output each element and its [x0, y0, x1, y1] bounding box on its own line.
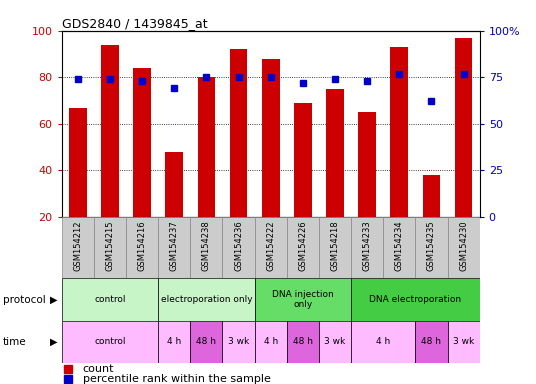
Text: GSM154238: GSM154238 [202, 220, 211, 271]
FancyBboxPatch shape [351, 321, 415, 363]
Text: GSM154236: GSM154236 [234, 220, 243, 271]
Bar [198, 77, 215, 217]
Text: electroporation only: electroporation only [161, 295, 252, 304]
Text: GDS2840 / 1439845_at: GDS2840 / 1439845_at [62, 17, 207, 30]
FancyBboxPatch shape [319, 217, 351, 278]
Text: GSM154230: GSM154230 [459, 220, 468, 271]
Text: GSM154218: GSM154218 [331, 220, 339, 271]
FancyBboxPatch shape [351, 217, 383, 278]
Text: control: control [94, 295, 125, 304]
Bar [230, 50, 248, 217]
Bar [294, 103, 311, 217]
Text: GSM154235: GSM154235 [427, 220, 436, 271]
FancyBboxPatch shape [415, 217, 448, 278]
FancyBboxPatch shape [190, 321, 222, 363]
Text: 4 h: 4 h [264, 337, 278, 346]
Text: protocol: protocol [3, 295, 46, 305]
Text: GSM154233: GSM154233 [363, 220, 371, 271]
FancyBboxPatch shape [62, 321, 158, 363]
FancyBboxPatch shape [190, 217, 222, 278]
Text: GSM154215: GSM154215 [106, 220, 114, 271]
FancyBboxPatch shape [255, 217, 287, 278]
Bar [326, 89, 344, 217]
FancyBboxPatch shape [255, 321, 287, 363]
FancyBboxPatch shape [448, 217, 480, 278]
Text: percentile rank within the sample: percentile rank within the sample [83, 374, 271, 384]
Bar [262, 59, 280, 217]
Bar [455, 38, 473, 217]
Text: 3 wk: 3 wk [324, 337, 346, 346]
FancyBboxPatch shape [287, 217, 319, 278]
Text: 48 h: 48 h [196, 337, 217, 346]
Text: DNA injection
only: DNA injection only [272, 290, 334, 309]
Text: 48 h: 48 h [421, 337, 442, 346]
FancyBboxPatch shape [383, 217, 415, 278]
Bar [359, 112, 376, 217]
Bar [165, 152, 183, 217]
FancyBboxPatch shape [448, 321, 480, 363]
Text: ▶: ▶ [50, 295, 57, 305]
FancyBboxPatch shape [222, 217, 255, 278]
FancyBboxPatch shape [62, 217, 94, 278]
Bar [101, 45, 119, 217]
Bar [133, 68, 151, 217]
Text: GSM154222: GSM154222 [266, 220, 275, 271]
Text: count: count [83, 364, 114, 374]
Text: 3 wk: 3 wk [228, 337, 249, 346]
Bar [423, 175, 441, 217]
Text: 3 wk: 3 wk [453, 337, 474, 346]
Text: time: time [3, 337, 26, 347]
FancyBboxPatch shape [94, 217, 126, 278]
FancyBboxPatch shape [62, 278, 158, 321]
FancyBboxPatch shape [158, 217, 190, 278]
Text: GSM154234: GSM154234 [395, 220, 404, 271]
Text: GSM154212: GSM154212 [73, 220, 82, 271]
FancyBboxPatch shape [287, 321, 319, 363]
Bar [69, 108, 87, 217]
Text: 4 h: 4 h [376, 337, 390, 346]
FancyBboxPatch shape [126, 217, 158, 278]
FancyBboxPatch shape [255, 278, 351, 321]
Text: GSM154216: GSM154216 [138, 220, 146, 271]
FancyBboxPatch shape [351, 278, 480, 321]
Text: 48 h: 48 h [293, 337, 313, 346]
Text: control: control [94, 337, 125, 346]
Text: GSM154237: GSM154237 [170, 220, 178, 271]
FancyBboxPatch shape [158, 321, 190, 363]
Text: ▶: ▶ [50, 337, 57, 347]
FancyBboxPatch shape [415, 321, 448, 363]
Text: GSM154226: GSM154226 [299, 220, 307, 271]
Bar [390, 47, 408, 217]
Text: 4 h: 4 h [167, 337, 181, 346]
FancyBboxPatch shape [319, 321, 351, 363]
Text: DNA electroporation: DNA electroporation [369, 295, 461, 304]
FancyBboxPatch shape [158, 278, 255, 321]
FancyBboxPatch shape [222, 321, 255, 363]
